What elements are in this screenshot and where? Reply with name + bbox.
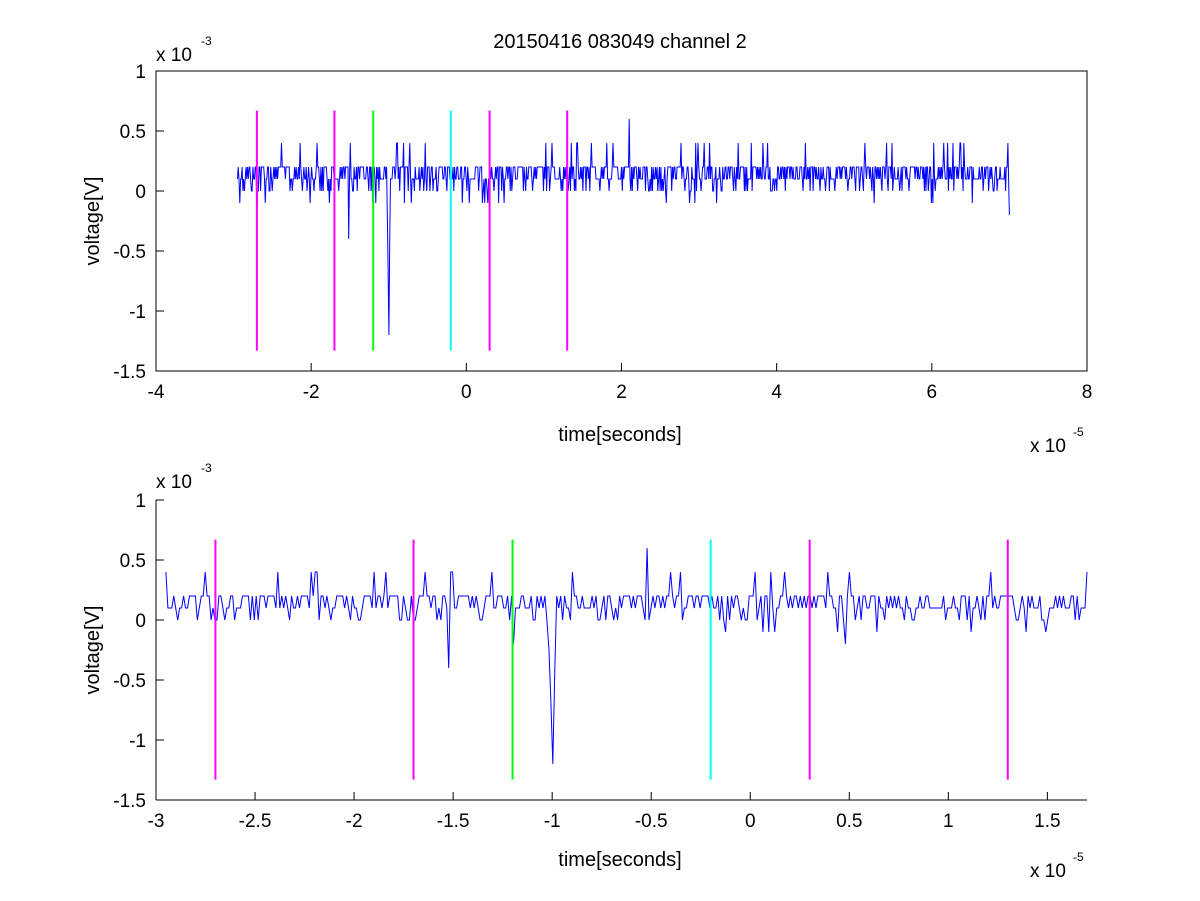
bottom-plot: -3 -2.5 -2 -1.5 -1 -0.5 0 0.5 1 1.5 -1.5 -1 -0.5 0 0.… [82, 461, 1088, 882]
bottom-plot-y-tick-label: 0 [135, 611, 146, 632]
top-plot-y-tick-label: -1 [129, 302, 146, 323]
bottom-plot-y-label: voltage[V] [82, 606, 104, 695]
top-plot-x-tick-label: 2 [616, 382, 627, 403]
bottom-plot-y-tick-label: 0.5 [120, 551, 146, 572]
top-plot-x-tick-label: 8 [1082, 382, 1093, 403]
top-plot-y-multiplier-base: x 10 [156, 45, 192, 66]
bottom-plot-x-multiplier-base: x 10 [1030, 861, 1066, 882]
top-plot-y-tick-label: -1.5 [113, 362, 146, 383]
bottom-plot-x-tick-label: 1 [943, 811, 954, 832]
bottom-plot-x-tick-label: -3 [148, 811, 165, 832]
bottom-plot-x-tick-label: -1 [544, 811, 561, 832]
top-plot-x-multiplier-base: x 10 [1030, 436, 1066, 457]
bottom-plot-y-multiplier-exponent: -3 [201, 461, 212, 475]
bottom-plot-x-tick-label: 0.5 [836, 811, 862, 832]
top-plot-x-multiplier-exponent: -5 [1073, 425, 1084, 439]
top-plot-y-tick-label: 0.5 [120, 122, 146, 143]
bottom-plot-x-multiplier: x 10 -5 [1030, 850, 1084, 882]
top-plot-y-tick-label: 0 [135, 182, 146, 203]
top-plot: -4 -2 0 2 4 6 8 -1.5-1-0.500.51 time[seconds] … [82, 34, 1092, 457]
top-plot-y-multiplier-exponent: -3 [201, 34, 212, 48]
top-plot-series [237, 118, 1010, 336]
bottom-plot-signal-line [165, 547, 1088, 765]
top-plot-y-ticks: -1.5 -1 -0.5 0 0.5 1 [113, 62, 164, 383]
bottom-plot-markers [214, 539, 1009, 780]
top-plot-x-tick-label: -4 [148, 382, 165, 403]
bottom-plot-y-ticks: -1.5 -1 -0.5 0 0.5 1 [113, 491, 164, 812]
figure-title: 20150416 083049 channel 2 [493, 31, 747, 53]
top-plot-x-tick-label: 6 [927, 382, 938, 403]
top-plot-y-tick-label: -0.5 [113, 242, 146, 263]
bottom-plot-series [165, 547, 1088, 765]
top-plot-x-tick-label: 4 [771, 382, 782, 403]
bottom-plot-x-tick-label: -0.5 [635, 811, 668, 832]
bottom-plot-x-tick-label: 0 [745, 811, 756, 832]
top-plot-signal-line [237, 118, 1010, 336]
top-plot-y-multiplier: x 10 -3 [156, 34, 212, 66]
bottom-plot-y-tick-label: -0.5 [113, 671, 146, 692]
bottom-plot-y-tick-label: -1.5 [113, 791, 146, 812]
bottom-plot-x-tick-label: -2.5 [239, 811, 272, 832]
bottom-plot-y-multiplier: x 10 -3 [156, 461, 212, 493]
bottom-plot-x-tick-label: 1.5 [1034, 811, 1060, 832]
top-plot-x-label: time[seconds] [558, 424, 681, 446]
top-plot-frame [155, 70, 1088, 372]
bottom-plot-x-multiplier-exponent: -5 [1073, 850, 1084, 864]
top-plot-x-tick-label: -2 [303, 382, 320, 403]
top-plot-x-ticks: -4 -2 0 2 4 6 8 [148, 363, 1093, 403]
bottom-plot-x-tick-label: -2 [346, 811, 363, 832]
top-plot-x-multiplier: x 10 -5 [1030, 425, 1084, 457]
bottom-plot-y-tick-label: -1 [129, 731, 146, 752]
top-plot-y-label: voltage[V] [82, 177, 104, 266]
bottom-plot-y-multiplier-base: x 10 [156, 472, 192, 493]
top-plot-markers [255, 110, 569, 351]
top-plot-x-tick-label: 0 [461, 382, 472, 403]
bottom-plot-y-tick-label: 1 [135, 491, 146, 512]
top-plot-y-tick-label: 1 [135, 62, 146, 83]
bottom-plot-x-label: time[seconds] [558, 849, 681, 871]
bottom-plot-x-tick-label: -1.5 [437, 811, 470, 832]
bottom-plot-x-ticks: -3 -2.5 -2 -1.5 -1 -0.5 0 0.5 1 1.5 [148, 792, 1061, 832]
